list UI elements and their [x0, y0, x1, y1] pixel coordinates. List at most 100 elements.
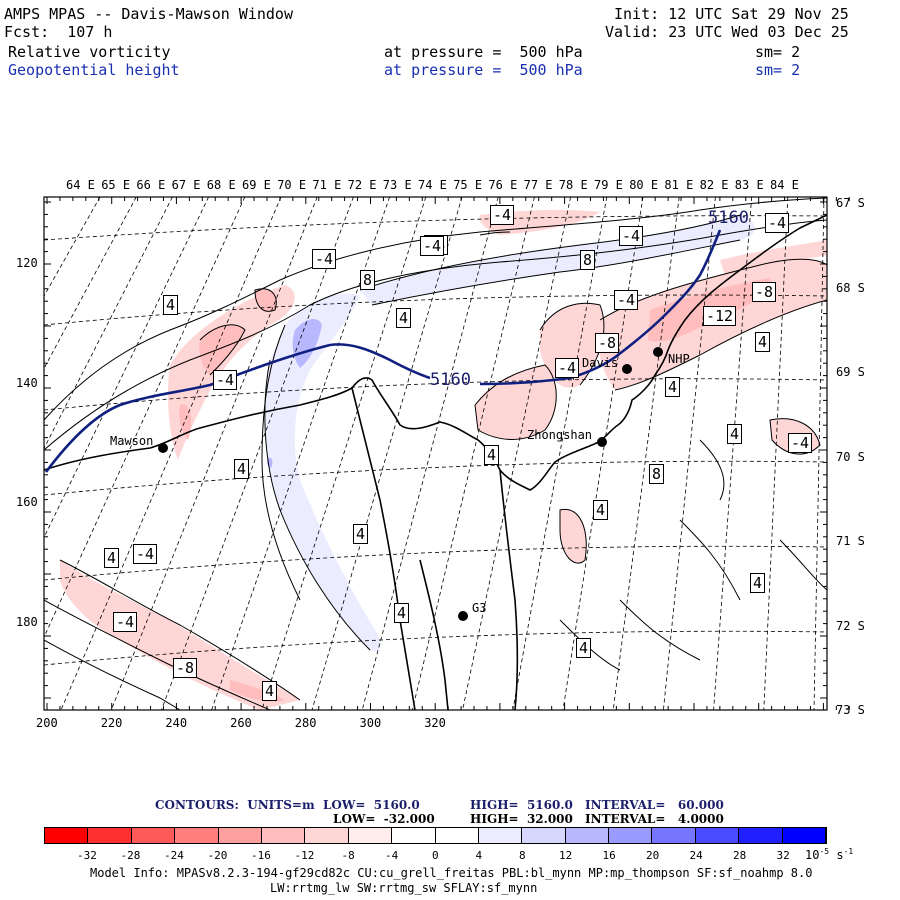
color-bar-label: -24: [164, 849, 184, 862]
vorticity-contour-label: 4: [262, 681, 278, 701]
grid-x-label: 200: [36, 716, 58, 730]
color-bar-swatch: [392, 828, 436, 843]
color-bar-label: 24: [689, 849, 703, 862]
vorticity-contour-label: 4: [163, 295, 179, 315]
vorticity-contour-label: -4: [765, 213, 790, 233]
meridians: [44, 197, 825, 710]
station-mawson-label: Mawson: [110, 434, 154, 448]
height-contour-5160: [44, 229, 722, 473]
color-bar-label: -4: [385, 849, 399, 862]
color-bar-swatch: [131, 828, 176, 843]
vorticity-contour-label: 8: [649, 464, 665, 484]
grid-y-label: 120: [16, 256, 38, 270]
color-bar-swatch: [739, 828, 783, 843]
color-bar-swatch: [348, 828, 393, 843]
coastline: [44, 214, 827, 710]
parallels: [44, 215, 827, 666]
axis-ticks: [44, 197, 850, 710]
lon-label: 70 E: [277, 178, 307, 192]
vorticity-contour-label: -4: [113, 612, 138, 632]
color-bar-swatch: [45, 828, 89, 843]
color-bar-swatch: [218, 828, 262, 843]
vorticity-contour-label: 4: [394, 603, 410, 623]
color-bar-label: 0: [432, 849, 439, 862]
vorticity-contour-label: -12: [703, 306, 737, 326]
vorticity-contour-label: -8: [595, 333, 620, 353]
color-bar-swatch: [782, 828, 827, 843]
init-time: Init: 12 UTC Sat 29 Nov 25: [614, 5, 849, 23]
color-bar-swatch: [609, 828, 653, 843]
vorticity-contour-label: -4: [312, 249, 337, 269]
vorticity-contour-label: 4: [353, 524, 369, 544]
forecast-hour: Fcst: 107 h: [4, 23, 113, 41]
color-bar-swatch: [175, 828, 219, 843]
color-bar-label: -32: [77, 849, 97, 862]
color-bar-label: -28: [120, 849, 141, 862]
station-zhongshan-label: Zhongshan: [527, 428, 593, 442]
field2-level: at pressure = 500 hPa: [384, 61, 583, 79]
grid-y-label: 140: [16, 375, 38, 390]
height-label-5160-b: 5160: [708, 208, 749, 228]
color-bar: [44, 827, 827, 844]
lon-label: 82 E: [699, 178, 729, 192]
grid-x-label: 220: [100, 716, 123, 730]
station-nhp-label: NHP: [668, 352, 690, 366]
height-contour-interval: INTERVAL= 60.000: [585, 798, 724, 812]
lon-label: 69 E: [242, 178, 271, 192]
color-bar-label: -20: [207, 849, 228, 862]
color-bar-label: 8: [519, 849, 526, 862]
lon-label: 83 E: [734, 178, 764, 192]
color-bar-swatch: [695, 828, 740, 843]
vorticity-contour-label: -8: [752, 282, 777, 302]
station-mawson-dot: [158, 443, 168, 453]
color-bar-swatch: [565, 828, 610, 843]
color-bar-label: -8: [341, 849, 355, 862]
lon-label: 78 E: [558, 178, 588, 192]
color-bar-label: -16: [251, 849, 271, 862]
lon-label: 73 E: [382, 178, 412, 192]
grid-y-label: 160: [16, 495, 38, 510]
lon-label: 67 E: [171, 178, 201, 192]
grid-x-label: 300: [359, 716, 382, 730]
model-info-line1: Model Info: MPASv8.2.3-194-gf29cd82c CU:…: [90, 866, 813, 880]
vorticity-contour-low: LOW= -32.000: [333, 812, 435, 826]
vorticity-contour-label: 4: [665, 377, 681, 397]
vorticity-contour-label: 4: [576, 638, 592, 658]
height-contour-high: HIGH= 5160.0: [470, 798, 573, 812]
vorticity-contour-label: -4: [788, 433, 813, 453]
grid-x-label: 240: [165, 716, 188, 730]
color-bar-swatch: [478, 828, 523, 843]
lon-label: 84 E: [770, 178, 799, 192]
vorticity-contour-label: -4: [133, 544, 158, 564]
lat-label: 72 S: [836, 618, 865, 633]
height-contour-info: CONTOURS: UNITS=m LOW= 5160.0: [155, 798, 420, 812]
lat-label: 71 S: [836, 534, 865, 548]
vorticity-contour-label: -4: [490, 205, 515, 225]
vorticity-contour-label: 4: [750, 573, 766, 593]
vorticity-contour-label: -4: [213, 370, 238, 390]
grid-y-label: 180: [16, 615, 38, 630]
station-g3-dot: [458, 611, 468, 621]
vorticity-contours: [44, 197, 827, 710]
color-bar-swatch: [88, 828, 132, 843]
vorticity-contour-label: -4: [555, 358, 580, 378]
vorticity-contour-label: 8: [360, 270, 376, 290]
color-bar-swatch: [305, 828, 349, 843]
field1-name: Relative vorticity: [8, 43, 171, 61]
lon-label: 65 E: [101, 178, 131, 192]
field2-name: Geopotential height: [8, 61, 180, 79]
vorticity-contour-label: -8: [173, 658, 198, 678]
lon-label: 80 E: [629, 178, 659, 192]
color-bar-label: 16: [602, 849, 616, 862]
vorticity-contour-high: HIGH= 32.000: [470, 812, 573, 826]
color-bar-swatch: [652, 828, 696, 843]
station-zhongshan-dot: [597, 437, 607, 447]
color-bar-label: 28: [733, 849, 747, 862]
lon-label: 76 E: [488, 178, 518, 192]
lon-label: 72 E: [347, 178, 377, 192]
vorticity-contour-label: 4: [593, 500, 609, 520]
vorticity-contour-label: 4: [104, 548, 120, 568]
color-bar-swatch: [522, 828, 566, 843]
lon-label: 66 E: [136, 178, 166, 192]
